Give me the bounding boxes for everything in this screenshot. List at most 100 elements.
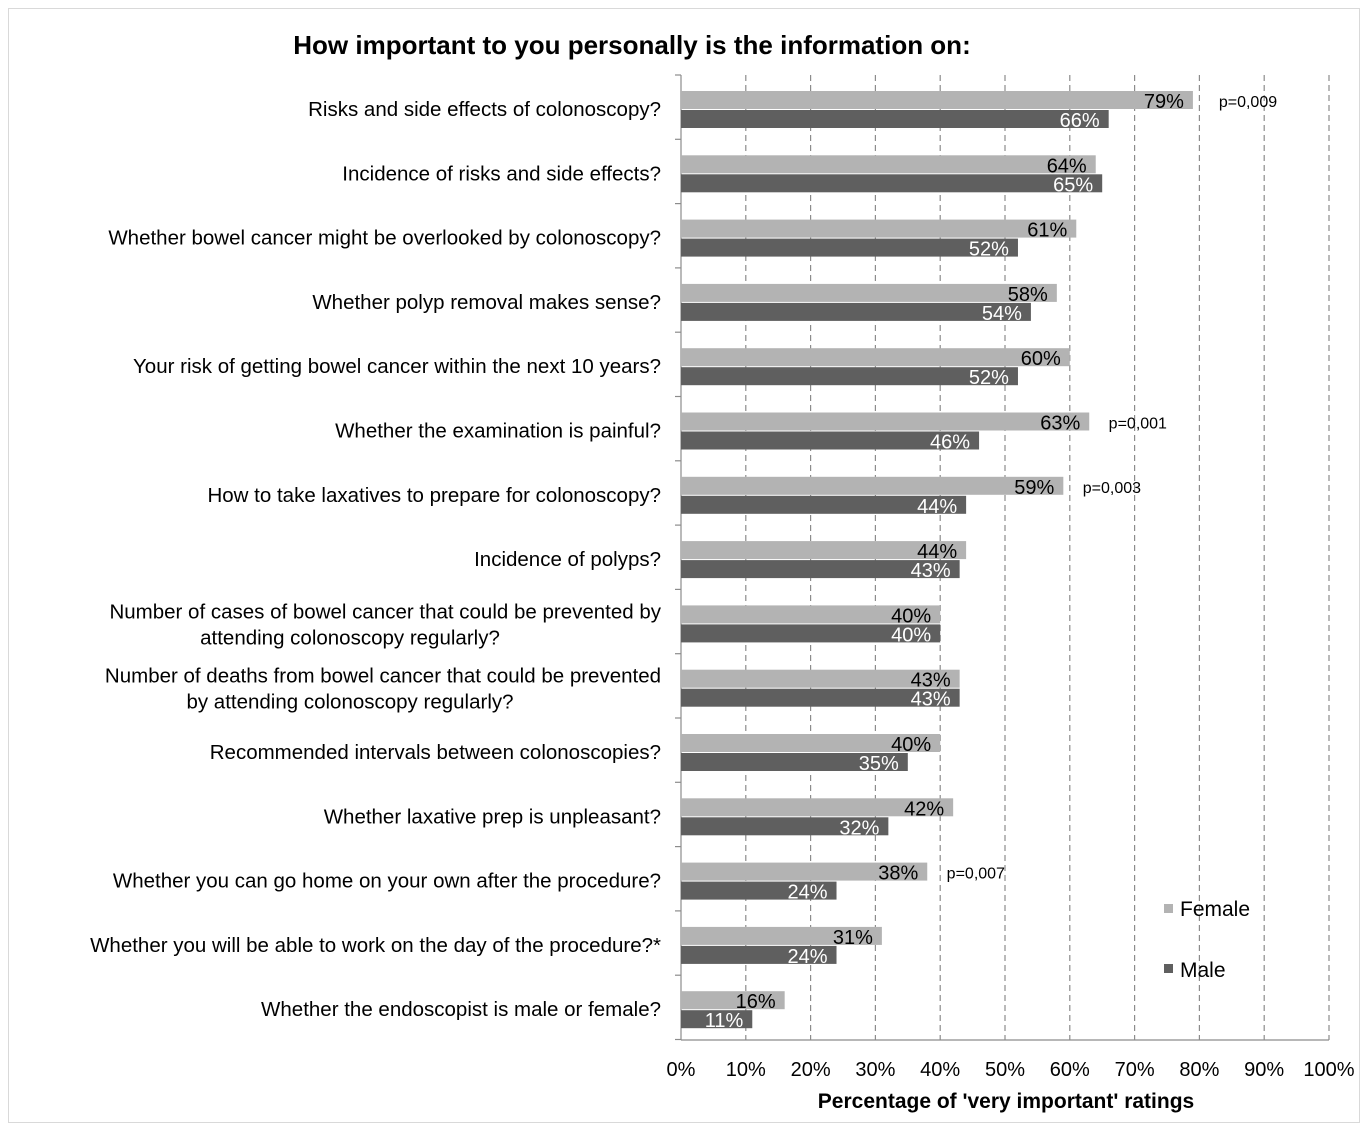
data-label-female: 16% [736,991,776,1013]
bar-female [681,412,1090,431]
x-tick-label: 20% [791,1059,831,1081]
data-label-female: 64% [1047,155,1087,177]
p-value-annotation: p=0,007 [947,866,1005,883]
bar-male [681,817,889,836]
data-label-male: 24% [787,882,827,904]
bar-female [681,91,1193,109]
bar-male [681,495,967,514]
data-label-male: 54% [982,303,1022,325]
category-label: How to take laxatives to prepare for col… [207,484,661,507]
data-label-male: 52% [969,367,1009,389]
bar-female [681,219,1077,238]
chart-frame [8,8,1360,1123]
legend-swatch-female [1164,904,1173,913]
bar-male [681,367,1018,386]
bar-male [681,945,837,964]
category-label: Whether polyp removal makes sense? [312,291,661,314]
x-tick-label: 100% [1303,1059,1354,1081]
x-tick-label: 40% [920,1059,960,1081]
category-label: Recommended intervals between colonoscop… [210,741,661,764]
bar-female [681,605,941,624]
category-label: Number of cases of bowel cancer that cou… [109,600,661,623]
data-label-male: 24% [787,946,827,968]
data-label-female: 63% [1040,413,1080,435]
x-tick-label: 50% [985,1059,1025,1081]
data-label-male: 35% [859,753,899,775]
bar-female [681,541,967,560]
category-label: Number of deaths from bowel cancer that … [105,665,661,688]
bar-female [681,155,1096,174]
bar-male [681,560,960,579]
bar-female [681,926,882,945]
legend-label-female: Female [1180,898,1250,921]
data-label-female: 59% [1014,477,1054,499]
x-tick-label: 10% [726,1059,766,1081]
category-label: Whether the examination is painful? [335,420,661,443]
data-label-female: 60% [1021,348,1061,370]
bar-male [681,753,908,771]
legend-swatch-male [1164,964,1173,973]
category-label: by attending colonoscopy regularly? [186,691,513,714]
bar-female [681,862,928,881]
bar-female [681,669,960,688]
bar-female [681,348,1070,367]
x-tick-label: 80% [1179,1059,1219,1081]
chart-title: How important to you personally is the i… [293,30,970,60]
bar-female [681,476,1064,495]
x-axis-label: Percentage of 'very important' ratings [818,1090,1194,1113]
data-label-female: 40% [891,734,931,756]
bar-male [681,881,837,900]
data-label-male: 66% [1060,110,1100,132]
category-label: Incidence of polyps? [474,548,661,571]
category-label: Whether you will be able to work on the … [90,934,661,957]
data-label-male: 43% [911,560,951,582]
category-label: Incidence of risks and side effects? [342,162,661,185]
data-label-female: 43% [911,670,951,692]
category-label: attending colonoscopy regularly? [200,626,500,649]
data-label-male: 32% [839,817,879,839]
x-tick-label: 30% [855,1059,895,1081]
data-label-male: 52% [969,239,1009,261]
category-label: Your risk of getting bowel cancer within… [133,355,661,378]
data-label-female: 79% [1144,91,1184,113]
bar-male [681,688,960,707]
bar-female [681,283,1057,302]
bar-male [681,624,941,643]
data-label-female: 38% [878,863,918,885]
x-tick-label: 90% [1244,1059,1284,1081]
bar-male [681,302,1031,321]
data-label-female: 40% [891,605,931,627]
p-value-annotation: p=0,009 [1219,94,1277,111]
p-value-annotation: p=0,001 [1109,416,1167,433]
data-label-male: 40% [891,624,931,646]
bar-female [681,734,941,752]
bar-male [681,431,980,450]
x-tick-label: 0% [667,1059,696,1081]
bar-female [681,798,954,817]
p-value-annotation: p=0,003 [1083,480,1141,497]
category-label: Risks and side effects of colonoscopy? [308,98,661,121]
bar-male [681,1010,753,1029]
bar-male [681,174,1103,193]
legend-label-male: Male [1180,959,1226,982]
bar-female [681,991,785,1010]
data-label-male: 65% [1053,174,1093,196]
data-label-female: 44% [917,541,957,563]
x-tick-label: 60% [1050,1059,1090,1081]
x-tick-label: 70% [1115,1059,1155,1081]
data-label-male: 44% [917,496,957,518]
data-label-female: 58% [1008,284,1048,306]
data-label-male: 43% [911,689,951,711]
category-label: Whether you can go home on your own afte… [113,870,661,893]
category-label: Whether bowel cancer might be overlooked… [108,227,661,250]
data-label-female: 31% [833,927,873,949]
category-label: Whether laxative prep is unpleasant? [324,805,661,828]
data-label-female: 42% [904,798,944,820]
category-label: Whether the endoscopist is male or femal… [261,998,661,1021]
data-label-male: 11% [705,1010,744,1032]
data-label-female: 61% [1027,220,1067,242]
bar-male [681,110,1109,128]
bar-male [681,238,1018,257]
data-label-male: 46% [930,432,970,454]
